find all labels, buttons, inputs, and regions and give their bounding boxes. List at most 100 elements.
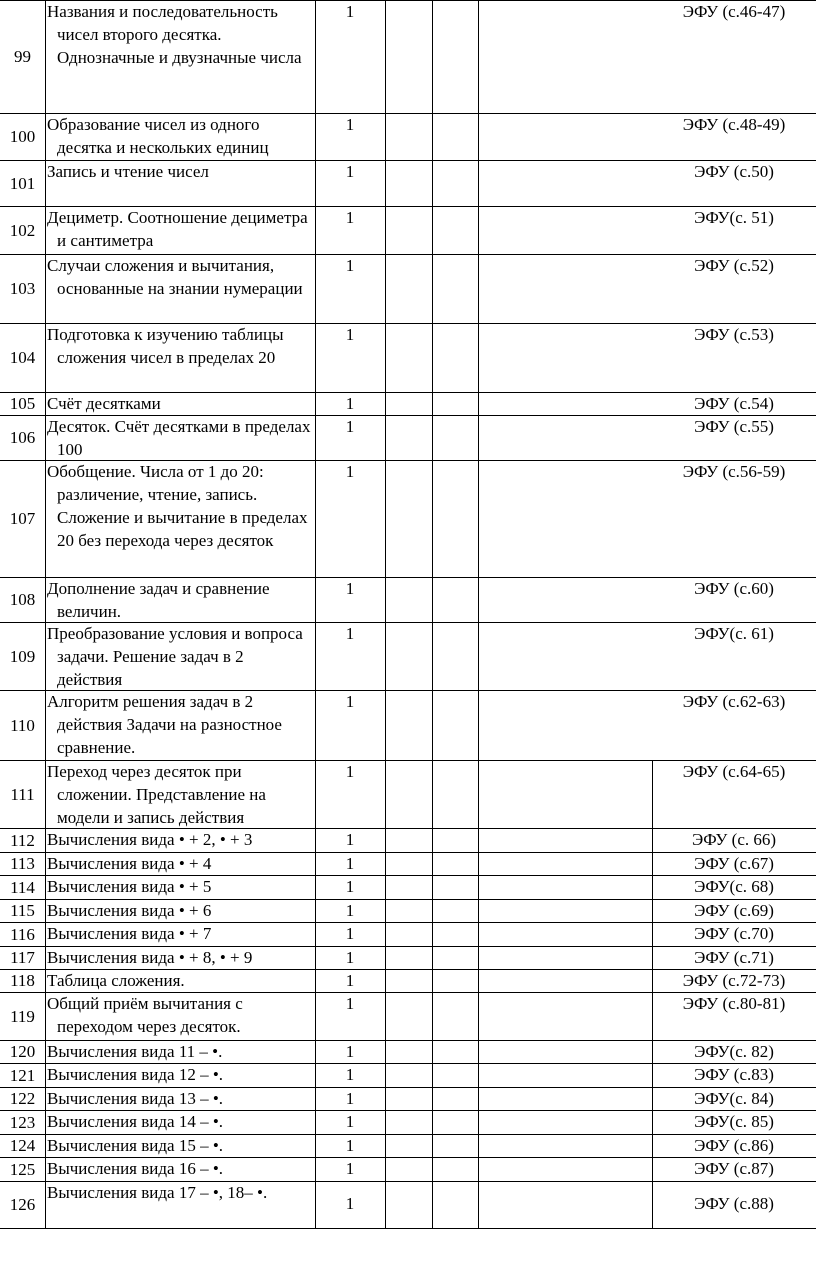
topic: Вычисления вида • + 2, • + 3 [47, 830, 253, 849]
resource: ЭФУ (с.64-65) [682, 762, 786, 781]
hours: 1 [345, 256, 355, 275]
row-number: 107 [9, 509, 36, 528]
column-line [652, 852, 653, 875]
resource: ЭФУ (с.87) [694, 1159, 774, 1178]
row-line [0, 828, 816, 829]
row-number: 108 [9, 590, 36, 609]
resource: ЭФУ (с.60) [694, 579, 774, 598]
row-number: 99 [14, 47, 31, 66]
hours: 1 [345, 762, 355, 781]
row-number: 100 [9, 127, 36, 146]
row-number: 113 [10, 854, 35, 873]
topic: Вычисления вида • + 7 [47, 924, 212, 943]
resource: ЭФУ (с.88) [694, 1194, 774, 1213]
row-line [0, 415, 816, 416]
row-line [0, 852, 816, 853]
row-number: 105 [9, 394, 36, 413]
topic: Вычисления вида • + 6 [47, 901, 212, 920]
row-line [0, 1040, 816, 1041]
topic: Вычисления вида • + 8, • + 9 [47, 948, 253, 967]
resource: ЭФУ(с. 61) [694, 624, 774, 643]
topic: Общий приём вычитания с переходом через … [47, 994, 243, 1036]
topic: Вычисления вида • + 4 [47, 854, 212, 873]
column-line [652, 969, 653, 992]
row-line [0, 899, 816, 900]
row-line [0, 206, 816, 207]
row-line [0, 1228, 816, 1229]
row-number: 123 [9, 1112, 36, 1132]
row-line [0, 113, 816, 114]
column-line [652, 1063, 653, 1087]
topic: Образование чисел из одного десятка и не… [47, 115, 269, 157]
row-line [0, 992, 816, 993]
topic: Вычисления вида 15 – •. [47, 1136, 224, 1155]
column-line [385, 0, 386, 1228]
topic: Обобщение. Числа от 1 до 20: различение,… [47, 462, 308, 550]
row-line [0, 1087, 816, 1088]
column-line [652, 1157, 653, 1181]
row-line [0, 1134, 816, 1135]
resource: ЭФУ (с.70) [694, 924, 774, 943]
row-number: 125 [9, 1159, 36, 1179]
row-line [0, 160, 816, 161]
hours: 1 [345, 1042, 355, 1061]
topic: Дополнение задач и сравнение величин. [47, 579, 270, 621]
row-line [0, 1157, 816, 1158]
row-number: 109 [9, 646, 36, 666]
row-number: 116 [10, 924, 35, 944]
hours: 1 [345, 924, 355, 943]
resource: ЭФУ (с.69) [694, 901, 774, 920]
row-line [0, 577, 816, 578]
row-line [0, 690, 816, 691]
resource: ЭФУ(с. 68) [694, 877, 774, 896]
hours: 1 [345, 2, 355, 21]
row-number: 115 [10, 901, 35, 920]
row-line [0, 1181, 816, 1182]
column-line [652, 1181, 653, 1228]
hours: 1 [345, 1065, 355, 1084]
column-line [45, 0, 46, 1228]
hours: 1 [345, 624, 355, 643]
row-line [0, 875, 816, 876]
topic: Подготовка к изучению таблицы сложения ч… [47, 325, 284, 367]
row-number: 119 [10, 1006, 35, 1026]
topic: Таблица сложения. [47, 971, 185, 990]
row-number: 106 [9, 428, 36, 447]
column-line [652, 899, 653, 922]
hours: 1 [345, 971, 355, 990]
topic: Алгоритм решения задач в 2 действия Зада… [47, 692, 282, 757]
resource: ЭФУ (с.50) [694, 162, 774, 181]
column-line [652, 922, 653, 946]
hours: 1 [345, 462, 355, 481]
hours: 1 [345, 877, 355, 896]
row-number: 121 [9, 1065, 36, 1085]
resource: ЭФУ (с. 66) [691, 830, 777, 849]
row-number: 126 [9, 1195, 36, 1214]
column-line [652, 1134, 653, 1157]
topic: Десяток. Счёт десятками в пределах 100 [47, 417, 311, 459]
hours: 1 [345, 1194, 355, 1213]
topic: Вычисления вида 17 – •, 18– •. [47, 1183, 268, 1202]
row-number: 110 [10, 715, 35, 735]
resource: ЭФУ (с.54) [694, 394, 774, 413]
hours: 1 [345, 579, 355, 598]
column-line [652, 946, 653, 969]
row-number: 120 [9, 1042, 36, 1061]
resource: ЭФУ (с.56-59) [682, 462, 786, 481]
row-line [0, 922, 816, 923]
row-number: 112 [10, 830, 35, 850]
hours: 1 [345, 208, 355, 227]
hours: 1 [345, 901, 355, 920]
resource: ЭФУ (с.52) [694, 256, 774, 275]
row-line [0, 1063, 816, 1064]
column-line [652, 828, 653, 852]
row-number: 111 [10, 784, 35, 804]
column-line [315, 0, 316, 1228]
topic: Счёт десятками [47, 394, 161, 413]
row-line [0, 0, 816, 1]
hours: 1 [345, 948, 355, 967]
resource: ЭФУ(с. 82) [694, 1042, 774, 1061]
row-line [0, 254, 816, 255]
resource: ЭФУ (с.55) [694, 417, 774, 436]
